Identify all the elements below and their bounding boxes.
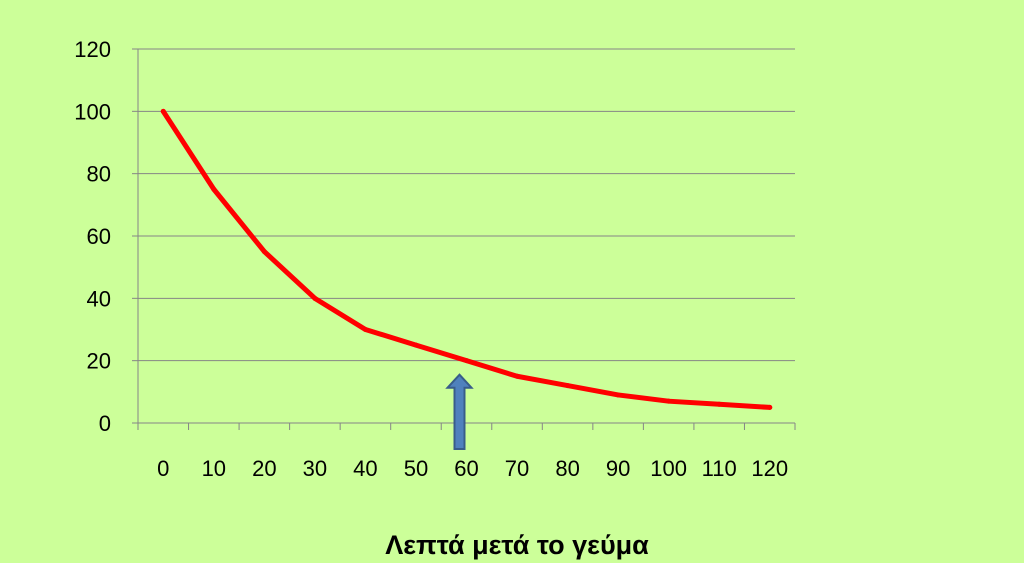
x-tick-label: 110	[702, 456, 737, 481]
data-point	[362, 327, 368, 332]
x-tick-label: 20	[252, 456, 276, 481]
x-tick-label: 90	[606, 456, 630, 481]
data-point	[261, 249, 267, 255]
y-axis-tick-labels: 0 20 40 60 80 100 120	[74, 37, 111, 436]
x-tick-label: 10	[202, 456, 226, 481]
data-point	[160, 108, 166, 114]
y-tick-label: 120	[74, 37, 111, 62]
x-tick-label: 30	[303, 456, 327, 481]
x-tick-label: 70	[505, 456, 529, 481]
x-tick-label: 60	[454, 456, 478, 481]
axes	[132, 48, 796, 430]
data-point	[211, 186, 217, 192]
x-tick-label: 100	[650, 456, 687, 481]
data-point	[565, 383, 571, 389]
up-arrow-annotation	[445, 373, 474, 450]
y-tick-label: 100	[74, 99, 111, 124]
gridlines	[138, 48, 795, 362]
x-axis-tick-labels: 0 10 20 30 40 50 60 70 80 90 100 110 120	[157, 456, 788, 481]
x-tick-label: 80	[555, 456, 579, 481]
y-tick-label: 40	[87, 286, 111, 311]
annotation-group	[445, 373, 474, 450]
data-point	[413, 342, 419, 348]
data-point	[716, 401, 722, 407]
x-tick-label: 120	[751, 456, 788, 481]
y-tick-label: 20	[87, 349, 111, 374]
data-point	[615, 392, 621, 398]
data-point	[767, 404, 773, 410]
y-tick-label: 80	[87, 162, 111, 187]
series-group	[160, 108, 773, 410]
y-tick-label: 0	[99, 411, 111, 436]
data-point	[666, 398, 672, 404]
x-tick-label: 0	[157, 456, 169, 481]
x-tick-label: 40	[353, 456, 377, 481]
data-point	[514, 373, 520, 379]
x-tick-label: 50	[404, 456, 428, 481]
x-axis-title: Λεπτά μετά το γεύμα	[385, 530, 649, 560]
y-tick-label: 60	[87, 224, 111, 249]
data-point	[464, 358, 469, 364]
data-point	[312, 295, 318, 301]
